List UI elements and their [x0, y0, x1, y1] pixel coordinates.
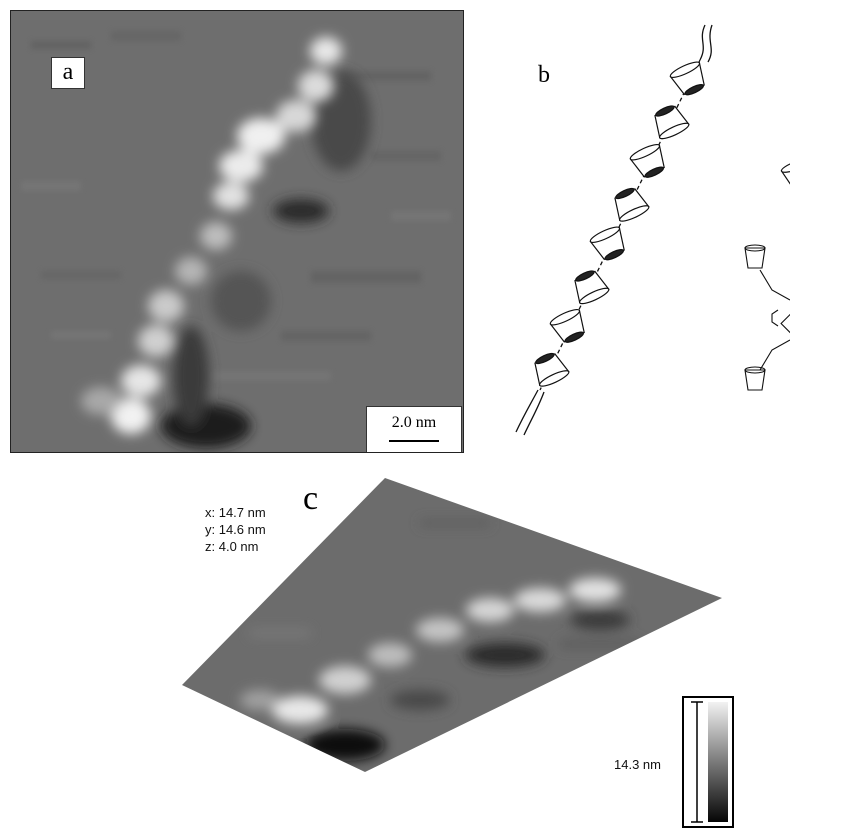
dim-z: z: 4.0 nm	[205, 539, 259, 554]
dim-x: x: 14.7 nm	[205, 505, 266, 520]
cyclodextrin-cup	[629, 143, 665, 178]
cyclodextrin-cup	[614, 187, 650, 222]
cyclodextrin-cup	[534, 352, 570, 387]
panel-b-label: b	[538, 62, 550, 88]
cyclodextrin-cup	[574, 270, 610, 305]
cyclodextrin-cup	[654, 105, 690, 140]
cyclodextrin-cup	[549, 308, 585, 343]
scale-bar-label: 2.0 nm	[391, 414, 437, 431]
z-scale-frame	[682, 696, 734, 828]
panel-a-label: a	[51, 57, 85, 89]
dim-y: y: 14.6 nm	[205, 522, 266, 537]
polyrotaxane-schematic: 2	[515, 24, 790, 436]
scale-bar: 2.0 nm	[366, 406, 462, 452]
cyclodextrin-cup	[589, 226, 625, 261]
stm-image	[11, 11, 463, 452]
z-scale-label: 14.3 nm	[614, 757, 661, 772]
cyclodextrin-cup	[669, 61, 705, 96]
z-scale-gradient	[708, 702, 728, 822]
stm-image-panel-a: a 2.0 nm	[10, 10, 464, 453]
dimension-readout: x: 14.7 nm y: 14.6 nm z: 4.0 nm	[205, 504, 266, 555]
panel-c-label: c	[303, 480, 319, 517]
scale-bar-line	[389, 440, 439, 442]
